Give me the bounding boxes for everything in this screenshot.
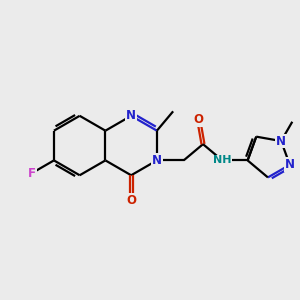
- Text: F: F: [28, 167, 36, 179]
- Text: O: O: [126, 194, 136, 207]
- Text: N: N: [126, 109, 136, 122]
- Text: O: O: [194, 113, 204, 126]
- Text: N: N: [276, 134, 286, 148]
- Text: NH: NH: [213, 155, 232, 165]
- Text: N: N: [152, 154, 162, 167]
- Text: N: N: [285, 158, 295, 171]
